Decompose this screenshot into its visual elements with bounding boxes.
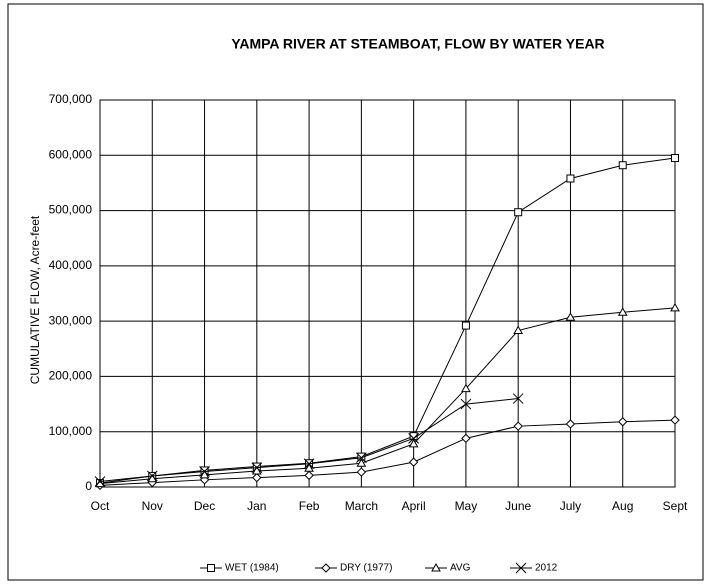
marker [356,458,367,467]
y-tick-label: 300,000 [49,313,93,327]
marker [461,383,471,393]
marker [356,467,367,477]
chart-title: YAMPA RIVER AT STEAMBOAT, FLOW BY WATER … [231,36,604,52]
marker [618,417,628,427]
x-tick-label: Nov [142,499,163,513]
y-tick-label: 100,000 [49,424,93,438]
marker [566,174,575,183]
marker [321,563,331,573]
marker [408,432,419,444]
x-tick-label: July [560,499,581,513]
y-tick-label: 0 [85,479,92,493]
x-tick-label: Dec [194,499,215,513]
marker [304,463,314,472]
x-tick-label: Feb [299,499,320,513]
x-tick-label: May [455,499,478,513]
y-axis-label: CUMULATIVE FLOW, Acre-feet [28,215,42,384]
marker [251,465,262,475]
series-line [99,157,676,484]
marker [431,562,441,572]
marker [207,564,215,572]
marker [670,415,680,425]
marker [617,307,628,316]
y-tick-label: 700,000 [49,92,93,106]
x-tick-label: Aug [612,499,633,513]
x-tick-label: June [505,499,531,513]
marker [461,433,471,444]
plot-border [99,99,676,488]
legend-label: DRY (1977) [340,563,392,574]
marker [356,452,367,464]
marker [618,161,627,170]
marker [513,421,523,431]
marker [512,393,524,404]
legend-label: 2012 [535,563,558,574]
x-tick-label: Sept [663,499,688,513]
y-tick-label: 500,000 [49,203,93,217]
marker [199,469,210,479]
marker [565,419,576,429]
marker [670,302,680,312]
marker [565,312,576,321]
marker [251,462,263,474]
x-tick-label: April [402,499,426,513]
y-tick-label: 200,000 [49,369,93,383]
marker [514,208,523,217]
marker [461,321,470,330]
legend-label: AVG [450,563,471,574]
marker [199,466,210,477]
marker [408,438,419,448]
chart-border [7,3,704,581]
marker [303,458,315,470]
marker [671,154,679,163]
x-tick-label: Jan [247,499,266,513]
y-tick-label: 600,000 [49,147,93,161]
x-tick-label: March [345,499,378,513]
marker [252,472,262,483]
legend-label: WET (1984) [225,563,279,574]
x-tick-label: Oct [91,499,110,513]
marker [408,457,419,467]
marker [513,325,524,335]
marker [460,398,472,410]
y-tick-label: 400,000 [49,258,93,272]
marker [94,476,106,487]
marker [304,470,314,481]
marker [515,562,527,574]
series-line [99,419,676,486]
marker [146,470,158,482]
series-line [99,307,676,485]
